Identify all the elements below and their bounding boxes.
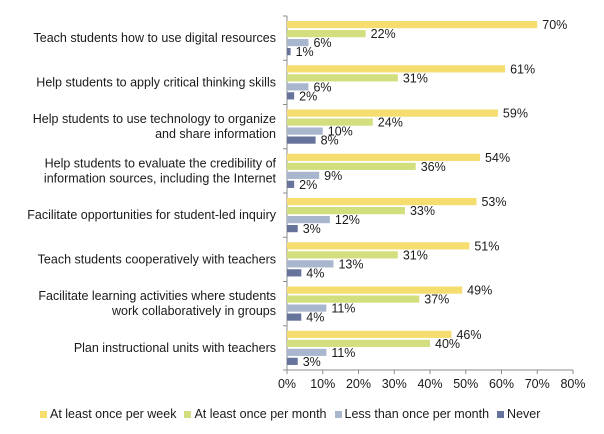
legend-label: Less than once per month xyxy=(344,407,490,421)
bar xyxy=(287,39,309,47)
data-label: 51% xyxy=(474,239,499,253)
bar xyxy=(287,65,506,73)
bar xyxy=(287,304,327,312)
data-label: 61% xyxy=(510,62,535,76)
bar xyxy=(287,313,302,321)
bar xyxy=(287,83,309,91)
data-label: 24% xyxy=(378,116,403,130)
bar xyxy=(287,30,366,38)
bar xyxy=(287,348,327,356)
data-label: 36% xyxy=(421,160,446,174)
bar xyxy=(287,242,470,250)
x-tick-label: 80% xyxy=(560,377,585,391)
bar xyxy=(287,225,298,233)
legend: At least once per week At least once per … xyxy=(40,406,600,422)
bar xyxy=(287,357,298,365)
data-label: 6% xyxy=(313,36,331,50)
legend-label: At least once per week xyxy=(50,407,177,421)
bar xyxy=(287,74,398,82)
legend-swatch xyxy=(40,410,47,418)
bar xyxy=(287,21,538,29)
bar xyxy=(287,286,463,294)
data-label: 1% xyxy=(296,45,314,59)
bar-chart: 0% 10% 20% 30% 40% 50% 60% 70% 80% Teach students… xyxy=(27,15,586,391)
category-label: Facilitate opportunities for student-led… xyxy=(27,208,276,222)
category-label: work collaboratively in groups xyxy=(111,304,276,318)
data-label: 12% xyxy=(335,213,360,227)
data-label: 2% xyxy=(299,89,317,103)
x-tick-label: 0% xyxy=(278,377,296,391)
x-tick-label: 30% xyxy=(382,377,407,391)
x-tick-label: 50% xyxy=(453,377,478,391)
category-label: Teach students cooperatively with teache… xyxy=(38,252,276,266)
data-label: 22% xyxy=(371,27,396,41)
bar xyxy=(287,295,420,303)
bar xyxy=(287,180,295,188)
bar xyxy=(287,198,477,206)
data-label: 53% xyxy=(481,195,506,209)
legend-item: Less than once per month xyxy=(334,407,490,421)
bar xyxy=(287,171,320,179)
bar xyxy=(287,162,416,170)
bar xyxy=(287,109,498,117)
bar xyxy=(287,153,481,161)
x-tick-label: 10% xyxy=(310,377,335,391)
data-label: 49% xyxy=(467,284,492,298)
legend-swatch xyxy=(497,410,505,418)
category-label: Help students to apply critical thinking… xyxy=(36,75,276,89)
legend-swatch xyxy=(184,410,192,418)
legend-label: At least once per month xyxy=(194,407,327,421)
data-label: 3% xyxy=(303,355,321,369)
bar xyxy=(287,127,323,135)
category-label: and share information xyxy=(155,127,276,141)
category-label: Plan instructional units with teachers xyxy=(74,341,276,355)
data-label: 59% xyxy=(503,107,528,121)
category-label: Teach students how to use digital resour… xyxy=(34,31,277,45)
data-label: 40% xyxy=(435,337,460,351)
data-label: 33% xyxy=(410,204,435,218)
legend-label: Never xyxy=(507,407,541,421)
category-label: Help students to use technology to organ… xyxy=(33,112,276,126)
data-label: 4% xyxy=(306,266,324,280)
bar xyxy=(287,136,316,144)
bar xyxy=(287,207,405,215)
data-label: 9% xyxy=(324,169,342,183)
category-label: Facilitate learning activities where stu… xyxy=(38,289,276,303)
x-tick-label: 70% xyxy=(525,377,550,391)
bar xyxy=(287,251,398,259)
data-label: 31% xyxy=(403,71,428,85)
legend-item: At least once per week xyxy=(40,407,176,421)
bar xyxy=(287,260,334,268)
bar xyxy=(287,330,452,338)
x-tick-label: 60% xyxy=(489,377,514,391)
category-label: information sources, including the Inter… xyxy=(44,171,277,185)
data-label: 6% xyxy=(313,80,331,94)
data-label: 11% xyxy=(331,346,355,360)
bar xyxy=(287,48,291,56)
legend-item: At least once per month xyxy=(184,407,327,421)
bar xyxy=(287,216,330,224)
bar xyxy=(287,92,295,100)
data-label: 4% xyxy=(306,311,324,325)
data-label: 46% xyxy=(456,328,481,342)
data-label: 10% xyxy=(328,125,353,139)
data-label: 31% xyxy=(403,248,428,262)
legend-swatch xyxy=(334,410,342,418)
data-label: 54% xyxy=(485,151,510,165)
x-tick-label: 20% xyxy=(346,377,371,391)
bar xyxy=(287,339,430,347)
data-label: 13% xyxy=(338,257,363,271)
bar xyxy=(287,269,302,277)
data-label: 8% xyxy=(321,134,339,148)
data-label: 2% xyxy=(299,178,317,192)
bar xyxy=(287,118,373,126)
category-label: Help students to evaluate the credibilit… xyxy=(45,156,277,170)
data-label: 70% xyxy=(542,18,567,32)
data-label: 37% xyxy=(424,293,449,307)
legend-item: Never xyxy=(497,407,540,421)
data-label: 3% xyxy=(303,222,321,236)
x-tick-label: 40% xyxy=(417,377,442,391)
data-label: 11% xyxy=(331,302,355,316)
